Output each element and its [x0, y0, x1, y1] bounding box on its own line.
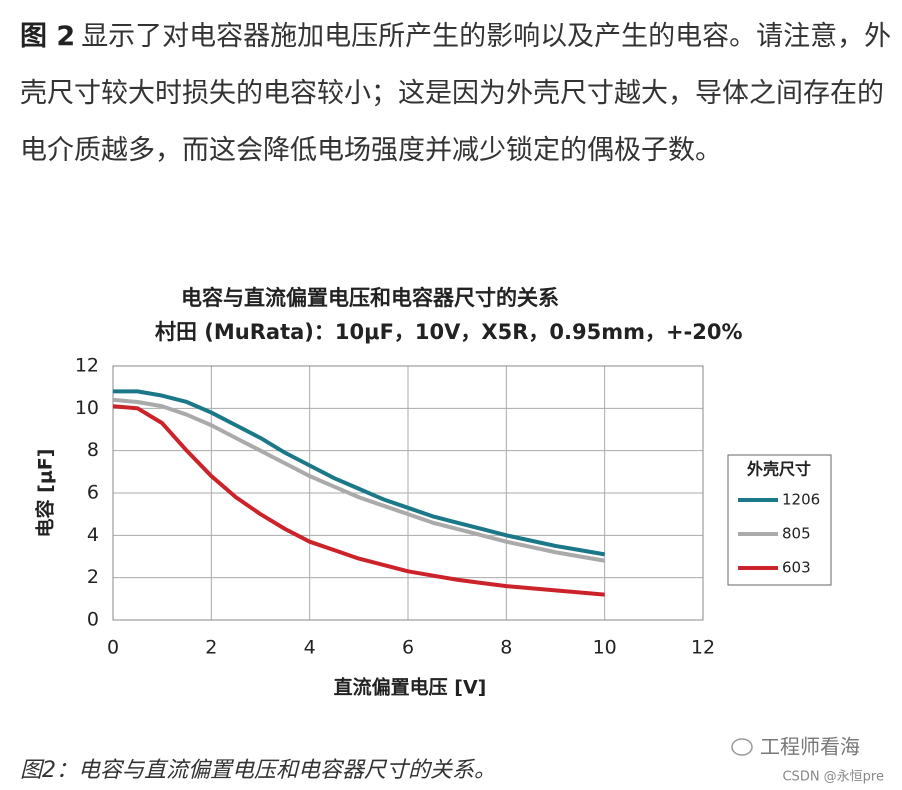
wechat-icon [731, 738, 753, 756]
y-axis-label: 电容 [μF] [34, 449, 57, 538]
y-tick-label: 2 [87, 566, 99, 588]
legend-title: 外壳尺寸 [746, 460, 811, 479]
series-line [112, 404, 605, 597]
x-tick-label: 10 [593, 637, 617, 659]
x-tick-label: 0 [107, 637, 119, 659]
series-line [112, 397, 606, 563]
legend-label: 603 [782, 559, 811, 577]
chart-subtitle: 村田 (MuRata)：10μF，10V，X5R，0.95mm，+-20% [155, 320, 743, 344]
series-line [113, 389, 606, 557]
x-tick-label: 2 [205, 637, 217, 659]
figure-ref: 图 2 [20, 21, 76, 52]
legend-box [727, 454, 832, 586]
chart-title: 电容与直流偏置电压和电容器尺寸的关系 [181, 286, 559, 310]
watermark: 工程师看海 CSDN @永恒pre [731, 735, 884, 785]
x-tick-label: 4 [304, 637, 316, 659]
y-tick-label: 0 [87, 609, 99, 631]
y-tick-label: 8 [87, 439, 99, 461]
paragraph: 图 2 显示了对电容器施加电压所产生的影响以及产生的电容。请注意，外壳尺寸较大时损… [20, 8, 892, 179]
x-tick-label: 12 [691, 637, 715, 659]
watermark-source: CSDN @永恒pre [782, 770, 884, 785]
caption: 图2：电容与直流偏置电压和电容器尺寸的关系。 [20, 758, 496, 783]
legend-label: 1206 [782, 491, 820, 509]
x-axis-label: 直流偏置电压 [V] [334, 676, 487, 699]
x-tick-label: 6 [402, 637, 414, 659]
watermark-name: 工程师看海 [760, 735, 860, 759]
y-tick-label: 6 [87, 482, 99, 504]
legend-label: 805 [782, 525, 811, 543]
x-tick-label: 8 [500, 637, 512, 659]
y-tick-label: 12 [75, 355, 99, 377]
y-tick-label: 4 [87, 524, 99, 546]
y-tick-label: 10 [75, 397, 99, 419]
paragraph-text: 显示了对电容器施加电压所产生的影响以及产生的电容。请注意，外壳尺寸较大时损失的电… [20, 21, 892, 166]
plot-border [112, 365, 704, 621]
